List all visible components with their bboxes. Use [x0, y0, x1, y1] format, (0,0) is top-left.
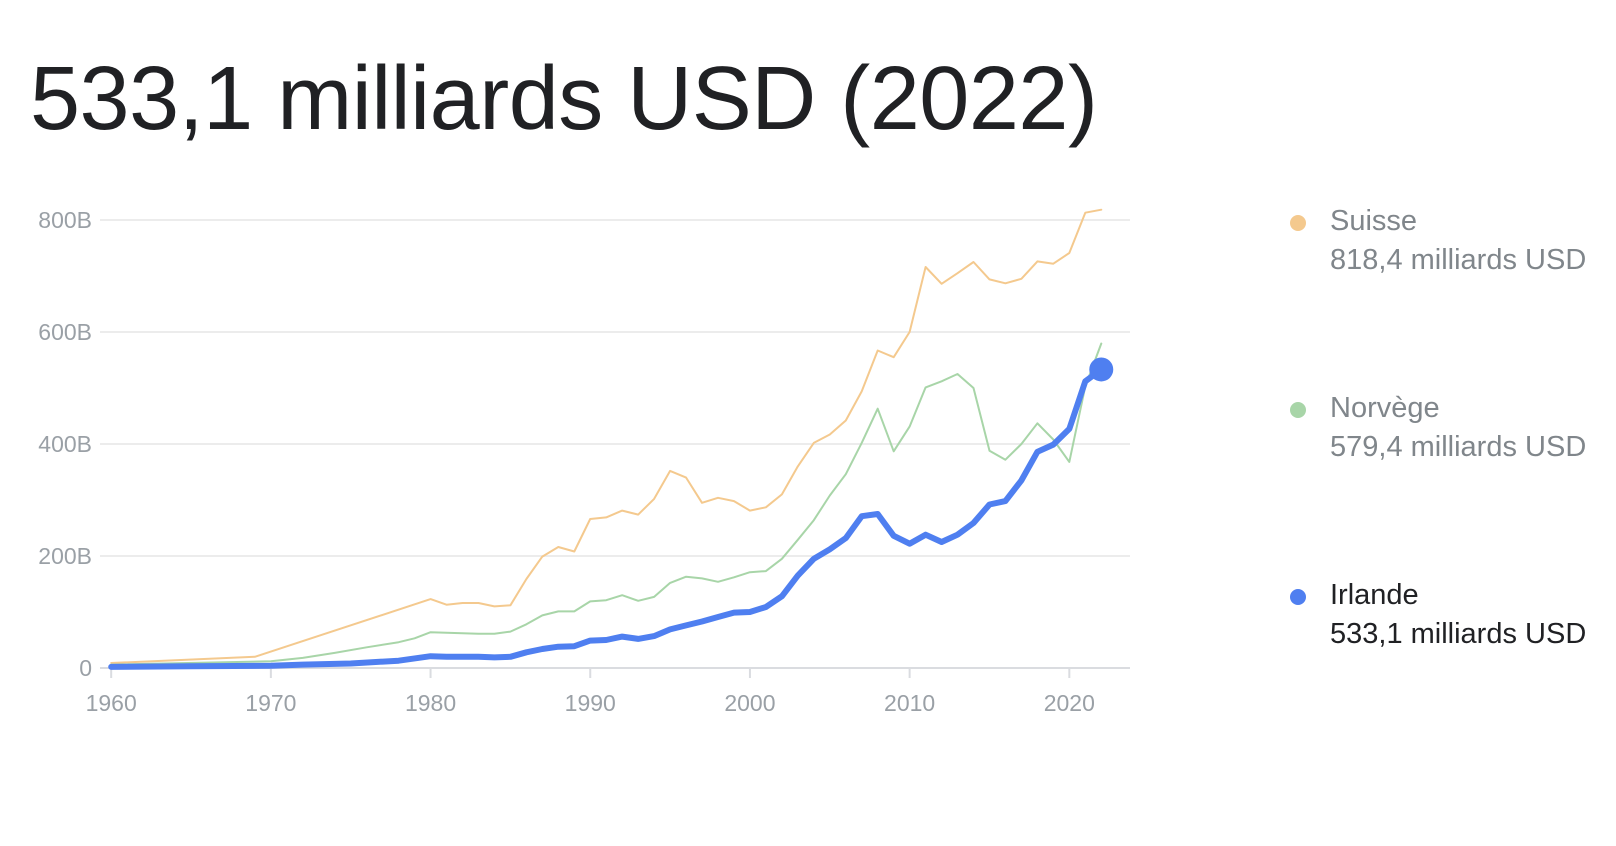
- series-line-irlande[interactable]: [108, 366, 1105, 670]
- x-tick-label: 2010: [884, 690, 935, 716]
- headline-value: 533,1 milliards USD (2022): [30, 49, 1098, 149]
- y-tick-label: 400B: [38, 431, 92, 457]
- legend-item-norvege[interactable]: Norvège 579,4 milliards USD: [1290, 389, 1590, 576]
- legend-series-name: Suisse: [1330, 205, 1418, 237]
- legend-item-suisse[interactable]: Suisse 818,4 milliards USD: [1290, 202, 1590, 389]
- y-tick-label: 800B: [38, 207, 92, 233]
- legend-dot-icon: [1290, 215, 1306, 231]
- legend-dot-icon: [1290, 589, 1306, 605]
- x-tick-label: 2020: [1044, 690, 1095, 716]
- legend-item-irlande[interactable]: Irlande 533,1 milliards USD: [1290, 576, 1590, 763]
- x-tick-label: 1970: [245, 690, 296, 716]
- legend-series-name: Irlande: [1330, 579, 1419, 611]
- y-tick-label: 600B: [38, 319, 92, 345]
- x-tick-label: 1980: [405, 690, 456, 716]
- highlight-layer[interactable]: [1089, 357, 1114, 382]
- gridlines: [100, 219, 1130, 669]
- x-tick-label: 1960: [86, 690, 137, 716]
- x-tick-label: 1990: [565, 690, 616, 716]
- y-tick-label: 200B: [38, 543, 92, 569]
- legend-series-value: 533,1 milliards USD: [1330, 618, 1587, 650]
- y-tick-label: 0: [79, 655, 92, 681]
- legend-series-name: Norvège: [1330, 392, 1440, 424]
- legend-series-value: 579,4 milliards USD: [1330, 431, 1587, 463]
- series-line-suisse[interactable]: [110, 208, 1103, 664]
- legend-dot-icon: [1290, 402, 1306, 418]
- legend-series-value: 818,4 milliards USD: [1330, 244, 1587, 276]
- y-axis: 0 200B 400B 600B 800B: [38, 207, 92, 681]
- legend: Suisse 818,4 milliards USD Norvège 579,4…: [1290, 202, 1590, 763]
- x-tick-label: 2000: [724, 690, 775, 716]
- series-lines[interactable]: [108, 208, 1105, 670]
- x-axis: 1960 1970 1980 1990 2000 2010 2020: [86, 668, 1095, 716]
- highlight-point[interactable]: [1089, 357, 1114, 382]
- series-line-norvège[interactable]: [110, 342, 1103, 666]
